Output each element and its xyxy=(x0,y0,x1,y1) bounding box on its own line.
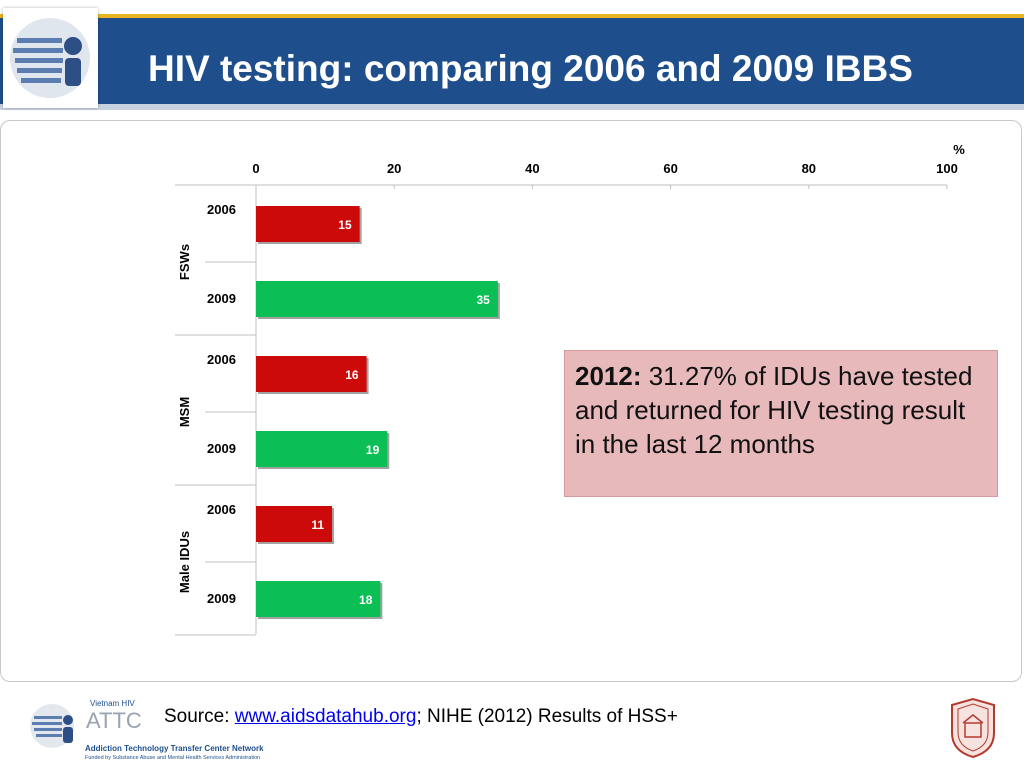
header-accent-line xyxy=(0,14,1024,18)
x-axis-unit-label: % xyxy=(953,142,965,157)
bar-year-label: 2009 xyxy=(207,441,236,456)
bar-value-label: 16 xyxy=(345,368,359,382)
bar-year-label: 2006 xyxy=(207,352,236,367)
bar-value-label: 18 xyxy=(359,593,373,607)
bar-msm-2006 xyxy=(256,356,367,392)
bar-value-label: 35 xyxy=(476,293,490,307)
slide-title: HIV testing: comparing 2006 and 2009 IBB… xyxy=(148,48,913,89)
source-prefix: Source: xyxy=(164,706,235,727)
bar-value-label: 15 xyxy=(338,218,352,232)
attc-logo-small-text: Vietnam HIV xyxy=(90,699,135,708)
bar-msm-2009 xyxy=(256,431,388,467)
attc-logo-fullname: Addiction Technology Transfer Center Net… xyxy=(85,744,264,753)
bar-fsws-2009 xyxy=(256,281,498,317)
group-label: MSM xyxy=(177,397,192,427)
source-suffix: ; NIHE (2012) Results of HSS+ xyxy=(416,706,678,727)
group-label: FSWs xyxy=(177,244,192,280)
source-citation: Source: www.aidsdatahub.org; NIHE (2012)… xyxy=(164,706,678,728)
attc-logo-funded: Funded by Substance Abuse and Mental Hea… xyxy=(85,755,261,761)
slide-header: HIV testing: comparing 2006 and 2009 IBB… xyxy=(0,0,1024,112)
group-label: Male IDUs xyxy=(177,531,192,593)
institution-seal xyxy=(946,697,1000,759)
x-tick-label: 40 xyxy=(525,161,539,176)
header-bar xyxy=(0,18,1024,104)
attc-logo: Vietnam HIV ATTC Addiction Technology Tr… xyxy=(28,698,298,764)
bar-male-idus-2009 xyxy=(256,581,381,617)
x-tick-label: 100 xyxy=(936,161,958,176)
header-shadow xyxy=(0,104,1024,110)
bar-value-label: 19 xyxy=(366,443,380,457)
x-tick-label: 80 xyxy=(802,161,816,176)
bar-year-label: 2006 xyxy=(207,502,236,517)
callout-text: 31.27% of IDUs have tested and returned … xyxy=(575,361,973,459)
x-tick-label: 20 xyxy=(387,161,401,176)
source-link[interactable]: www.aidsdatahub.org xyxy=(234,706,417,727)
callout-box: 2012: 31.27% of IDUs have tested and ret… xyxy=(564,350,998,497)
bar-fsws-2006 xyxy=(256,206,360,242)
x-tick-label: 0 xyxy=(252,161,259,176)
x-tick-label: 60 xyxy=(663,161,677,176)
bar-year-label: 2009 xyxy=(207,591,236,606)
organization-logo xyxy=(3,8,98,108)
callout-year: 2012: xyxy=(575,361,642,391)
bar-male-idus-2006 xyxy=(256,506,333,542)
bar-value-label: 11 xyxy=(311,518,324,532)
bar-year-label: 2009 xyxy=(207,291,236,306)
attc-logo-name: ATTC xyxy=(86,708,142,733)
bar-year-label: 2006 xyxy=(207,202,236,217)
